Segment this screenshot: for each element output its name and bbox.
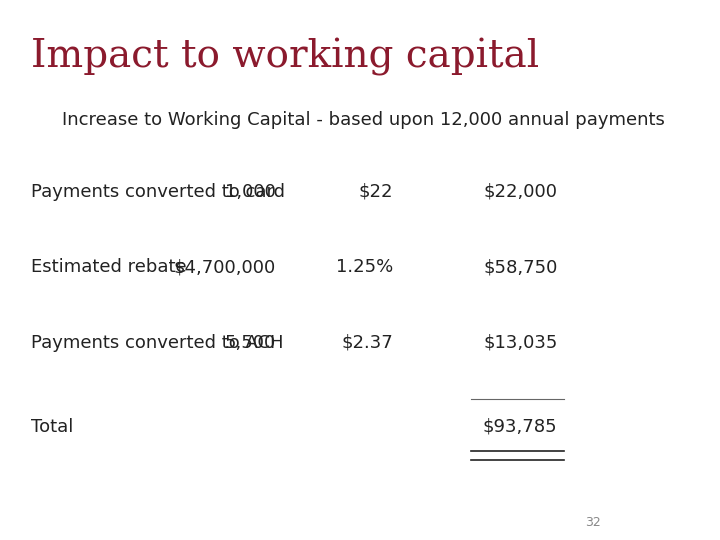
Text: Estimated rebate: Estimated rebate <box>31 258 186 276</box>
Text: Payments converted to card: Payments converted to card <box>31 183 285 201</box>
Text: Total: Total <box>31 417 73 436</box>
Text: Impact to working capital: Impact to working capital <box>31 38 539 76</box>
Text: 5,500: 5,500 <box>225 334 276 352</box>
Text: $4,700,000: $4,700,000 <box>174 258 276 276</box>
Text: $93,785: $93,785 <box>483 417 557 436</box>
Text: 1.25%: 1.25% <box>336 258 393 276</box>
Text: Increase to Working Capital - based upon 12,000 annual payments: Increase to Working Capital - based upon… <box>62 111 665 129</box>
Text: $22: $22 <box>359 183 393 201</box>
Text: $22,000: $22,000 <box>483 183 557 201</box>
Text: Payments converted to ACH: Payments converted to ACH <box>31 334 284 352</box>
Text: $2.37: $2.37 <box>341 334 393 352</box>
Text: 1,000: 1,000 <box>225 183 276 201</box>
Text: $58,750: $58,750 <box>483 258 557 276</box>
Text: 32: 32 <box>585 516 600 529</box>
Text: $13,035: $13,035 <box>483 334 557 352</box>
